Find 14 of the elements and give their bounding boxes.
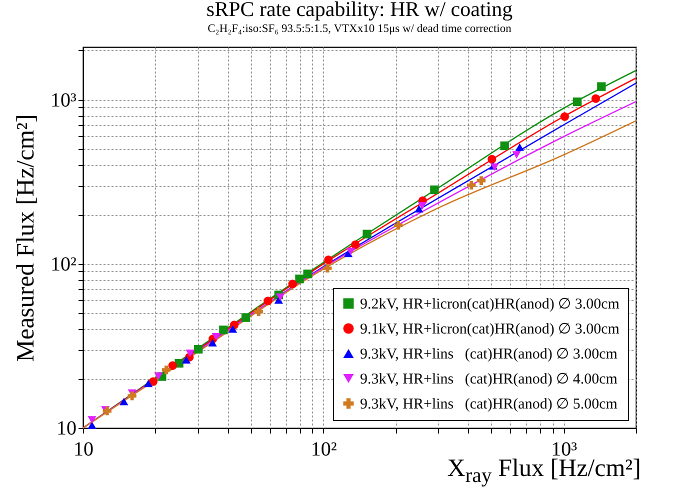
y-tick-label: 10³	[50, 89, 76, 112]
x-axis-title: X$_{ray}$ Flux [Hz/cm²]	[447, 455, 641, 487]
y-tick-label: 10²	[50, 253, 76, 276]
legend-label: 9.3kV, HR+lins (cat)HR(anod) ∅ 5.00cm	[360, 396, 618, 412]
legend-label: 9.2kV, HR+licron(cat)HR(anod) ∅ 3.00cm	[360, 296, 620, 312]
y-axis-title: Measured Flux [Hz/cm²]	[12, 114, 40, 362]
legend-label: 9.3kV, HR+lins (cat)HR(anod) ∅ 4.00cm	[360, 372, 618, 388]
chart-subtitle: C₂H₂F₄:iso:SF₆ 93.5:5:1.5, VTXx10 15μs w/ dead time correction	[208, 22, 512, 35]
legend-label: 9.3kV, HR+lins (cat)HR(anod) ∅ 3.00cm	[360, 346, 618, 362]
chart-title: sRPC rate capability: HR w/ coating	[206, 0, 514, 21]
x-tick-label: 10²	[310, 438, 337, 460]
y-tick-label: 10	[56, 418, 76, 440]
x-tick-label: 10	[74, 438, 94, 460]
legend-label: 9.1kV, HR+licron(cat)HR(anod) ∅ 3.00cm	[360, 322, 620, 338]
